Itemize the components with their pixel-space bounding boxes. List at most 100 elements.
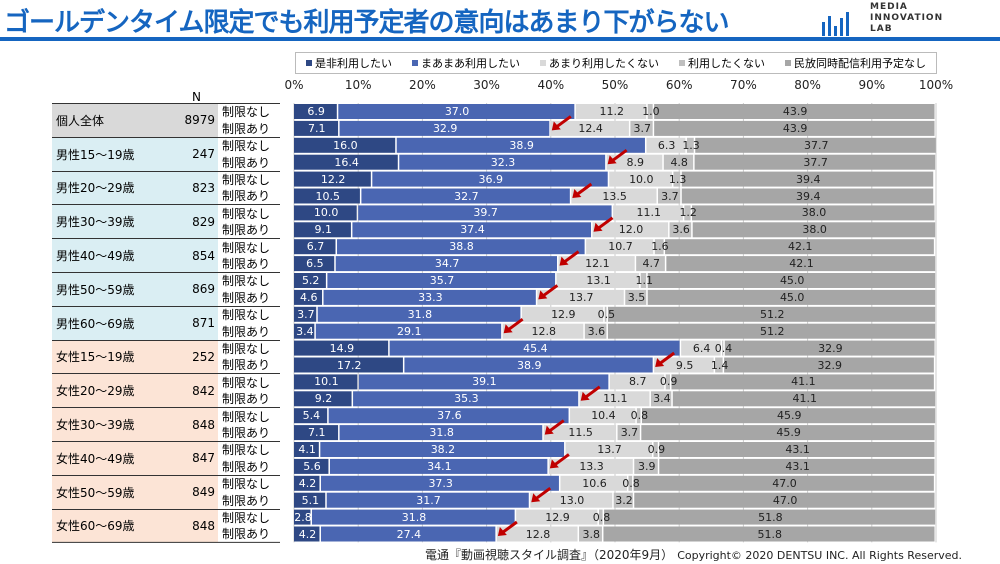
bar-segment: [404, 357, 653, 373]
bar-segment: [636, 256, 665, 272]
legend-item: 民放同時配信利用予定なし: [785, 55, 926, 71]
bar-segment: [686, 137, 694, 153]
data-label: 0.9: [659, 375, 678, 389]
group-n: 252: [180, 339, 218, 374]
bar-segment: [353, 391, 579, 407]
data-label: 32.3: [490, 155, 516, 169]
data-label: 0.5: [597, 307, 616, 321]
data-label: 39.1: [472, 375, 497, 389]
data-label: 35.7: [429, 274, 455, 287]
data-label: 43.9: [782, 105, 808, 118]
bar-segment: [294, 492, 326, 508]
data-label: 3.4: [653, 392, 671, 406]
data-label: 4.7: [642, 257, 661, 271]
bar-segment: [604, 306, 607, 322]
data-label: 37.7: [803, 155, 828, 169]
logo-bars-icon: [822, 12, 852, 36]
data-label: 0.8: [592, 510, 611, 524]
bar-segment: [634, 458, 658, 474]
bar-segment: [294, 222, 351, 238]
bar-segment: [502, 323, 584, 339]
highlight-arrow-icon: [544, 419, 565, 435]
data-label: 10.4: [591, 409, 616, 423]
bar-segment: [579, 391, 650, 407]
condition-label: 制限なし: [218, 441, 280, 458]
group-n: 848: [180, 508, 218, 543]
group-n: 847: [180, 441, 218, 475]
data-label: 38.2: [430, 443, 456, 456]
condition-label: 制限なし: [218, 103, 280, 120]
group-n: 829: [180, 204, 218, 239]
source-text: 電通『動画視聴スタイル調査』（2020年9月）: [425, 548, 674, 562]
legend-item: 是非利用したい: [306, 55, 392, 71]
bar-segment: [692, 205, 935, 221]
bar-segment: [320, 526, 496, 542]
bar-segment: [556, 273, 640, 288]
data-label: 38.8: [449, 240, 474, 254]
highlight-arrow-icon: [551, 115, 572, 131]
group-label: 男性40～49歳: [52, 238, 180, 272]
data-label: 37.4: [460, 223, 485, 237]
data-label: 12.9: [551, 307, 576, 321]
bar-segment: [294, 357, 403, 373]
bar-segment: [654, 104, 935, 119]
bar-segment: [358, 374, 609, 390]
data-label: 43.9: [782, 121, 808, 135]
condition-label: 制限なし: [218, 272, 280, 289]
legend-label: 利用したくない: [688, 57, 765, 70]
footer: 電通『動画視聴スタイル調査』（2020年9月） Copyright© 2020 D…: [425, 546, 962, 563]
x-tick-label: 0%: [284, 78, 304, 92]
bar-segment: [628, 475, 633, 491]
bar-segment: [537, 289, 624, 305]
data-label: 3.7: [297, 307, 315, 321]
data-label: 1.3: [682, 138, 700, 152]
condition-label: 制限なし: [218, 508, 280, 526]
data-label: 3.6: [672, 223, 690, 237]
bar-segment: [579, 526, 602, 542]
bar-segment: [625, 289, 647, 305]
x-tick-label: 40%: [537, 78, 565, 92]
logo: MEDIA INNOVATION LAB: [822, 2, 972, 36]
group-n: 869: [180, 272, 218, 306]
condition-label: 制限なし: [218, 170, 280, 188]
data-label: 12.2: [320, 172, 346, 186]
data-label: 31.8: [429, 426, 454, 440]
condition-label: 制限なし: [218, 373, 280, 390]
data-label: 43.1: [785, 443, 810, 456]
data-label: 38.9: [517, 358, 542, 372]
legend-label: 民放同時配信利用予定なし: [794, 57, 926, 70]
x-tick-label: 60%: [665, 78, 693, 92]
bar-segment: [294, 205, 357, 221]
bar-segment: [640, 273, 647, 288]
bar-segment: [352, 222, 592, 238]
bar-segment: [294, 120, 339, 136]
group-label: 男性50～59歳: [52, 272, 180, 306]
data-label: 3.7: [620, 426, 639, 440]
data-label: 34.7: [434, 257, 460, 271]
logo-text-3: LAB: [870, 24, 893, 34]
data-label: 3.8: [582, 527, 600, 541]
data-label: 4.8: [670, 155, 688, 169]
bar-segment: [294, 526, 320, 542]
chart-legend: 是非利用したい まあまあ利用したい あまり利用したくない 利用したくない 民放同時配信利…: [295, 52, 937, 74]
group-n: 247: [180, 136, 218, 171]
copyright-text: Copyright© 2020 DENTSU INC. All Rights R…: [677, 549, 962, 562]
bar-segment: [294, 171, 371, 187]
condition-label: 制限あり: [222, 257, 271, 272]
data-label: 13.5: [602, 189, 627, 203]
data-label: 5.2: [301, 274, 320, 287]
bar-segment: [294, 391, 352, 407]
data-label: 1.0: [642, 105, 660, 118]
bar-segment: [695, 137, 936, 153]
condition-label: 制限あり: [222, 493, 271, 508]
data-label: 38.0: [801, 206, 827, 220]
data-label: 37.6: [437, 409, 462, 423]
bar-segment: [715, 357, 723, 373]
data-label: 6.3: [657, 138, 676, 152]
group-n: 8979: [180, 103, 218, 137]
data-label: 17.2: [336, 358, 362, 372]
data-label: 6.5: [306, 257, 324, 271]
bar-segment: [294, 425, 339, 441]
